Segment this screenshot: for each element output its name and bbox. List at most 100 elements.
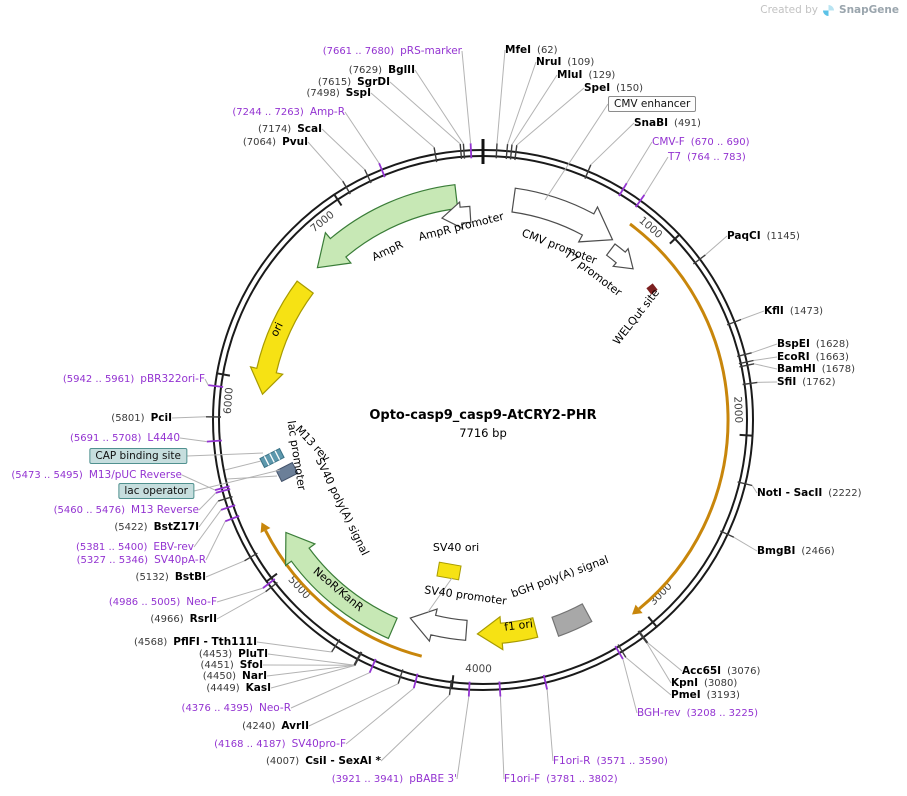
feature-box-label: CAP binding site bbox=[89, 447, 187, 465]
site-name: M13 Reverse bbox=[131, 503, 199, 516]
leader-line bbox=[370, 92, 435, 148]
leader-line bbox=[205, 560, 245, 578]
site-tick bbox=[378, 162, 386, 178]
site-name: EBV-rev bbox=[153, 540, 194, 553]
feature-orf-neo-arrowhead bbox=[260, 522, 271, 533]
leader-line bbox=[380, 694, 450, 762]
site-position: (3208 .. 3225) bbox=[686, 707, 759, 719]
site-tick bbox=[498, 681, 502, 697]
site-position: (1678) bbox=[821, 363, 855, 375]
leader-line bbox=[389, 81, 461, 145]
site-position: (4453) bbox=[198, 648, 233, 660]
feature-orf-neo bbox=[264, 529, 423, 658]
site-position: (7174) bbox=[257, 123, 292, 135]
leader-line bbox=[204, 378, 209, 386]
leader-line bbox=[226, 475, 278, 480]
enzyme-label: MfeI (62) bbox=[505, 44, 558, 57]
site-name: SV40pA-R bbox=[154, 553, 206, 566]
welqut-site-marker bbox=[646, 283, 658, 295]
enzyme-label: NruI (109) bbox=[536, 56, 594, 69]
leader-line bbox=[643, 156, 669, 196]
site-name: CAP binding site bbox=[95, 449, 181, 462]
feature-t7-promoter bbox=[605, 243, 634, 270]
primer-label: (3921 .. 3941) pBABE 3' bbox=[332, 773, 457, 786]
site-name: Neo-R bbox=[258, 701, 291, 714]
site-name: SfoI bbox=[239, 658, 263, 671]
leader-line bbox=[181, 474, 216, 491]
primer-label: F1ori-R (3571 .. 3590) bbox=[553, 755, 668, 768]
leader-line bbox=[705, 235, 728, 256]
site-position: (2466) bbox=[801, 545, 835, 557]
leader-line bbox=[647, 642, 683, 672]
feature-box-label: CMV enhancer bbox=[608, 95, 697, 113]
primer-label: (5691 .. 5708) L4440 bbox=[70, 432, 180, 445]
leader-line bbox=[733, 536, 758, 552]
site-name: BstZ17I bbox=[153, 520, 199, 533]
site-name: MfeI bbox=[505, 43, 532, 56]
enzyme-label: (7615) SgrDI bbox=[318, 76, 390, 89]
site-name: NruI bbox=[536, 55, 562, 68]
primer-label: (5381 .. 5400) EBV-rev bbox=[76, 541, 194, 554]
site-position: (1628) bbox=[815, 338, 850, 350]
site-position: (3080) bbox=[704, 677, 738, 689]
leader-line bbox=[751, 485, 758, 494]
site-position: (670 .. 690) bbox=[690, 136, 750, 148]
site-tick bbox=[262, 578, 276, 589]
site-tick bbox=[692, 254, 706, 265]
site-name: SgrDI bbox=[357, 75, 390, 88]
site-position: (62) bbox=[537, 44, 558, 56]
leader-line bbox=[198, 492, 217, 511]
leader-line bbox=[270, 665, 355, 689]
site-name: L4440 bbox=[147, 431, 180, 444]
site-tick bbox=[737, 481, 753, 487]
enzyme-label: EcoRI (1663) bbox=[777, 351, 849, 364]
leader-line bbox=[308, 683, 399, 727]
site-name: KpnI bbox=[671, 676, 699, 689]
leader-line bbox=[546, 689, 554, 762]
site-position: (1663) bbox=[815, 351, 849, 363]
site-position: (4376 .. 4395) bbox=[181, 702, 253, 714]
site-name: AvrII bbox=[281, 719, 309, 732]
primer-label: (4986 .. 5005) Neo-F bbox=[109, 596, 217, 609]
site-name: KflI bbox=[764, 304, 784, 317]
feature-name-label: SV40 ori bbox=[433, 541, 479, 554]
plasmid-name: Opto-casp9_casp9-AtCRY2-PHR bbox=[369, 408, 597, 423]
site-position: (7244 .. 7263) bbox=[232, 106, 304, 118]
site-tick bbox=[726, 318, 742, 326]
site-name: M13/pUC Reverse bbox=[88, 468, 182, 481]
site-tick bbox=[368, 658, 377, 674]
site-position: (7498) bbox=[306, 87, 340, 99]
feature-neor-kanr bbox=[284, 531, 398, 640]
site-position: (5460 .. 5476) bbox=[53, 504, 126, 516]
enzyme-label: Acc65I (3076) bbox=[682, 665, 760, 678]
site-position: (4568) bbox=[134, 636, 168, 648]
leader-line bbox=[751, 343, 778, 354]
site-tick bbox=[433, 147, 438, 163]
site-name: SspI bbox=[345, 86, 371, 99]
leader-line bbox=[740, 310, 765, 320]
site-tick bbox=[737, 352, 752, 358]
site-position: (3193) bbox=[706, 689, 740, 701]
enzyme-label: SnaBI (491) bbox=[634, 117, 701, 130]
site-position: (5132) bbox=[135, 571, 169, 583]
site-name: CsiI - SexAI * bbox=[305, 754, 381, 767]
site-tick bbox=[397, 669, 404, 684]
site-name: KasI bbox=[245, 681, 271, 694]
site-name: BstBI bbox=[174, 570, 206, 583]
site-position: (1145) bbox=[766, 230, 800, 242]
plasmid-title: Opto-casp9_casp9-AtCRY2-PHR 7716 bp bbox=[369, 408, 596, 440]
leader-line bbox=[516, 87, 585, 146]
site-tick bbox=[469, 143, 473, 159]
site-tick bbox=[224, 515, 240, 523]
site-tick bbox=[720, 530, 735, 538]
leader-line bbox=[267, 653, 355, 666]
snapgene-logo-icon bbox=[823, 4, 835, 16]
site-name: CMV enhancer bbox=[614, 97, 691, 110]
site-name: PflFI - Tth111I bbox=[173, 635, 257, 648]
site-position: (4966) bbox=[150, 613, 184, 625]
enzyme-label: (4568) PflFI - Tth111I bbox=[134, 636, 257, 649]
scale-tick bbox=[669, 233, 681, 245]
enzyme-label: (4240) AvrII bbox=[242, 720, 309, 733]
